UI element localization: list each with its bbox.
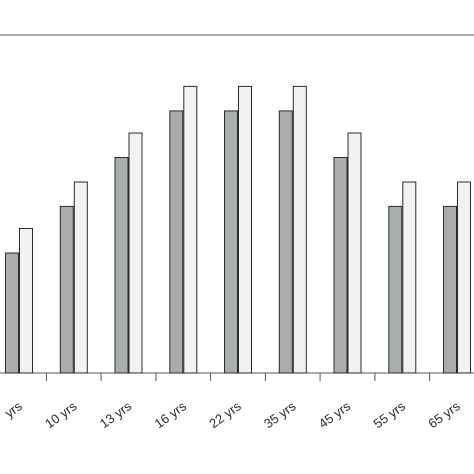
bar-series-1-3: [169, 110, 184, 374]
x-tick-label: 13 yrs: [97, 398, 135, 431]
bar-series-1-2: [114, 157, 129, 374]
bar-series-2-8: [457, 181, 471, 374]
x-axis-ticks: [45, 373, 431, 381]
bar-series-1-5: [278, 110, 293, 374]
bar-series-1-0: [5, 252, 19, 374]
bar-series-2-7: [402, 181, 417, 374]
x-axis-tick-labels: yrs 10 yrs 13 yrs 16 yrs 22 yrs 35 yrs 45 yrs 5…: [2, 398, 463, 431]
bar-series-1-8: [443, 205, 457, 374]
bar-series-1-7: [388, 205, 403, 374]
bar-series-2-3: [183, 85, 198, 374]
bar-series-2-5: [292, 85, 307, 374]
x-tick-label: 16 yrs: [152, 398, 190, 431]
bar-series-2-1: [73, 181, 88, 374]
bar-series-2-0: [19, 228, 33, 374]
x-tick-label: yrs: [2, 398, 25, 421]
bar-series-2-4: [238, 85, 252, 374]
x-tick-label: 65 yrs: [425, 398, 463, 431]
bar-series-2-6: [347, 132, 362, 374]
bar-series-1-1: [59, 205, 74, 374]
bar-series-2-2: [128, 132, 143, 374]
bar-series-1-6: [333, 157, 348, 374]
x-tick-label: 22 yrs: [206, 398, 244, 431]
x-tick-label: 10 yrs: [42, 398, 80, 431]
x-tick-label: 45 yrs: [316, 398, 354, 431]
x-tick-label: 35 yrs: [261, 398, 299, 431]
bars-group: [5, 85, 471, 374]
bar-series-1-4: [224, 110, 238, 374]
x-tick-label: 55 yrs: [371, 398, 409, 431]
